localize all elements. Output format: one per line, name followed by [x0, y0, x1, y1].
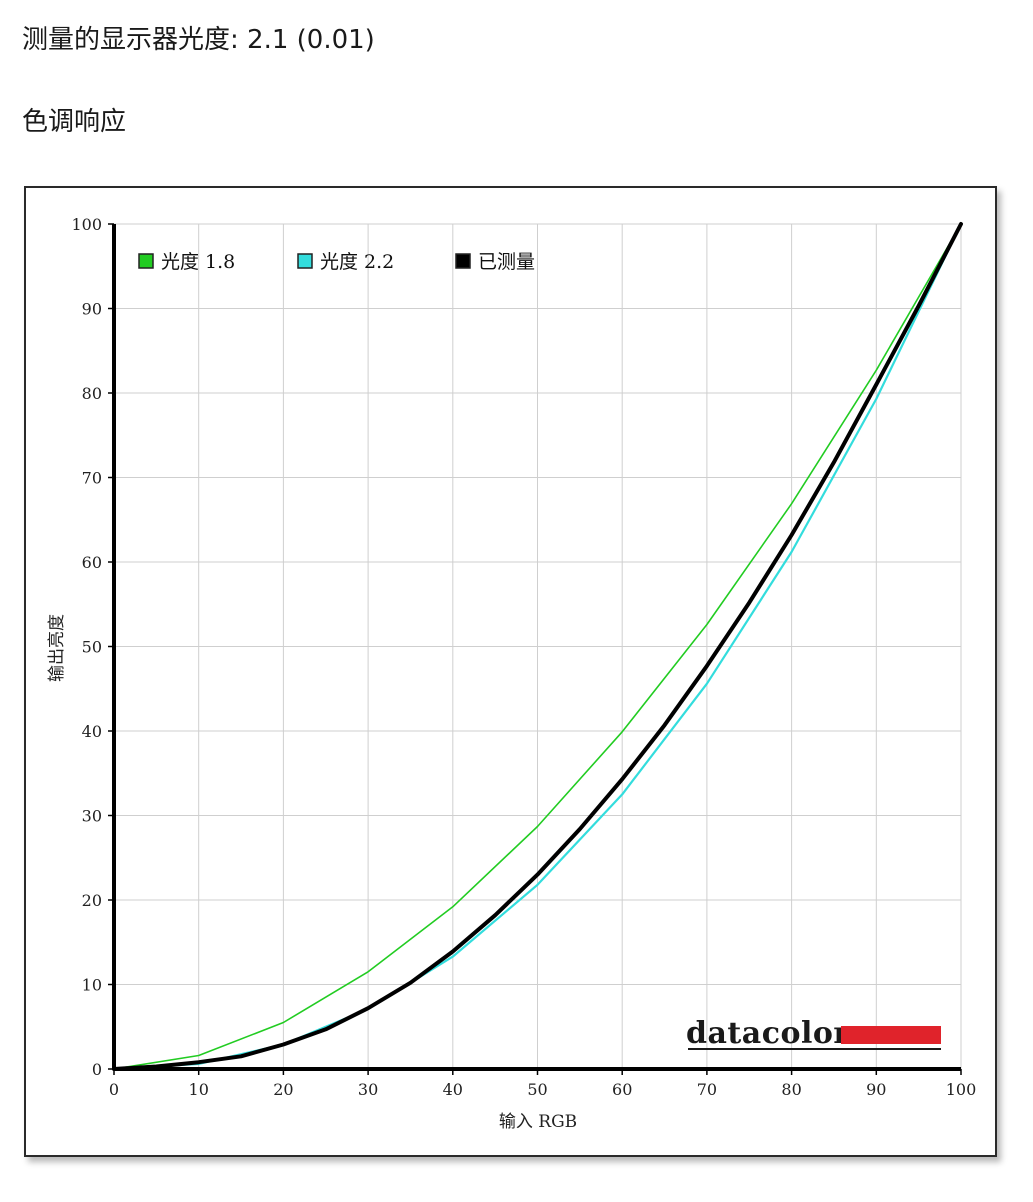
y-tick-label-100: 100	[71, 215, 102, 234]
x-tick-label-30: 30	[358, 1080, 378, 1099]
legend-swatch-3	[455, 253, 471, 269]
x-tick-label-10: 10	[189, 1080, 209, 1099]
measured-gamma-value: 2.1 (0.01)	[247, 25, 375, 55]
legend-label-2: 光度 2.2	[320, 251, 394, 273]
legend-label-1: 光度 1.8	[161, 251, 235, 273]
y-ticks: 0 10 20 30 40 50 60 70 80 90 100	[71, 215, 114, 1079]
x-tick-label-70: 70	[697, 1080, 717, 1099]
legend-swatch-2	[297, 253, 313, 269]
legend: 光度 1.8 光度 2.2 已测量	[138, 251, 535, 273]
x-tick-label-40: 40	[443, 1080, 463, 1099]
y-axis-label: 输出亮度	[47, 614, 67, 682]
tone-response-heading: 色调响应	[22, 107, 127, 137]
datacolor-logo-underline	[688, 1048, 941, 1050]
y-tick-label-90: 90	[82, 300, 102, 319]
datacolor-logo-text: datacolor	[686, 1016, 850, 1051]
tone-response-chart-frame: 0 10 20 30 40 50 60 70 80 90 100 0 10 20 30 40 50 60 70 80…	[24, 186, 997, 1157]
y-tick-label-10: 10	[82, 976, 102, 995]
x-tick-label-60: 60	[612, 1080, 632, 1099]
x-tick-label-80: 80	[781, 1080, 801, 1099]
x-tick-label-90: 90	[866, 1080, 886, 1099]
series-layer	[112, 222, 963, 1071]
y-tick-label-20: 20	[82, 891, 102, 910]
y-tick-label-80: 80	[82, 384, 102, 403]
x-tick-label-20: 20	[273, 1080, 293, 1099]
x-tick-label-0: 0	[109, 1080, 119, 1099]
y-tick-label-40: 40	[82, 722, 102, 741]
x-axis-label: 输入 RGB	[499, 1112, 577, 1132]
y-tick-label-30: 30	[82, 807, 102, 826]
legend-swatch-1	[138, 253, 154, 269]
y-tick-label-50: 50	[82, 638, 102, 657]
legend-label-3: 已测量	[478, 251, 535, 273]
series-line-1	[113, 223, 962, 1070]
x-tick-label-50: 50	[527, 1080, 547, 1099]
y-tick-label-70: 70	[82, 469, 102, 488]
grid-lines	[113, 223, 962, 1070]
tone-response-chart: 0 10 20 30 40 50 60 70 80 90 100 0 10 20 30 40 50 60 70 80…	[47, 215, 976, 1132]
datacolor-logo-red-bar	[841, 1026, 941, 1044]
x-tick-label-100: 100	[946, 1080, 977, 1099]
y-tick-label-0: 0	[92, 1060, 102, 1079]
x-ticks: 0 10 20 30 40 50 60 70 80 90 100	[109, 1069, 976, 1099]
series-line-3	[112, 222, 963, 1071]
datacolor-logo: datacolor	[686, 1016, 941, 1051]
measured-gamma-line: 测量的显示器光度: 2.1 (0.01)	[22, 24, 375, 56]
measured-gamma-label: 测量的显示器光度:	[22, 25, 239, 55]
y-tick-label-60: 60	[82, 553, 102, 572]
